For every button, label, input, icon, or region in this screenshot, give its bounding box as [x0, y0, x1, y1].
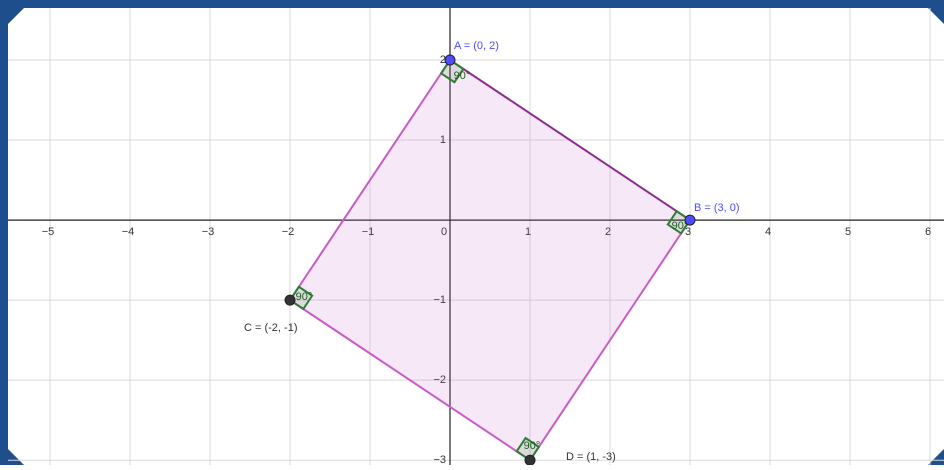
- y-tick-label: 2: [440, 54, 446, 66]
- x-tick-label: −2: [282, 226, 295, 238]
- x-tick-label: 1: [525, 226, 531, 238]
- angle-marker: [288, 285, 314, 311]
- angle-label: 90°: [454, 70, 471, 82]
- canvas: [8, 8, 944, 465]
- x-tick-label: 2: [605, 226, 611, 238]
- angle-marker: [515, 436, 541, 462]
- corner: [8, 8, 24, 24]
- x-tick-label: −1: [362, 226, 375, 238]
- polygon-edge: [289, 299, 531, 462]
- x-tick-label: 5: [845, 226, 851, 238]
- x-tick-label: 3: [685, 226, 691, 238]
- y-tick-label: −2: [433, 374, 446, 386]
- corner: [928, 449, 944, 465]
- x-tick-label: 0: [441, 226, 447, 238]
- point: [444, 54, 456, 66]
- polygon-fill: [290, 60, 690, 461]
- y-tick-label: 1: [440, 134, 446, 146]
- x-tick-label: −3: [202, 226, 215, 238]
- corner: [928, 8, 944, 24]
- angle-label: 90°: [524, 440, 541, 452]
- point: [524, 454, 536, 466]
- x-tick-label: −4: [122, 226, 135, 238]
- y-tick-label: −1: [433, 294, 446, 306]
- point-label: D = (1, -3): [566, 451, 616, 463]
- y-tick-label: −3: [433, 454, 446, 465]
- point: [684, 214, 696, 226]
- x-tick-label: −5: [42, 226, 55, 238]
- point-label: A = (0, 2): [454, 40, 499, 52]
- angle-label: 90°: [296, 291, 313, 303]
- corner: [8, 449, 24, 465]
- x-tick-label: 6: [925, 226, 931, 238]
- angle-marker: [666, 209, 692, 235]
- x-tick-label: 4: [765, 226, 771, 238]
- angle-label: 90°: [672, 220, 689, 232]
- polygon-edge: [449, 59, 691, 221]
- point-label: B = (3, 0): [694, 202, 740, 214]
- polygon-edge: [289, 59, 451, 301]
- point: [284, 294, 296, 306]
- angle-marker: [439, 58, 465, 84]
- point-label: C = (-2, -1): [244, 322, 297, 334]
- polygon-edge: [529, 219, 691, 461]
